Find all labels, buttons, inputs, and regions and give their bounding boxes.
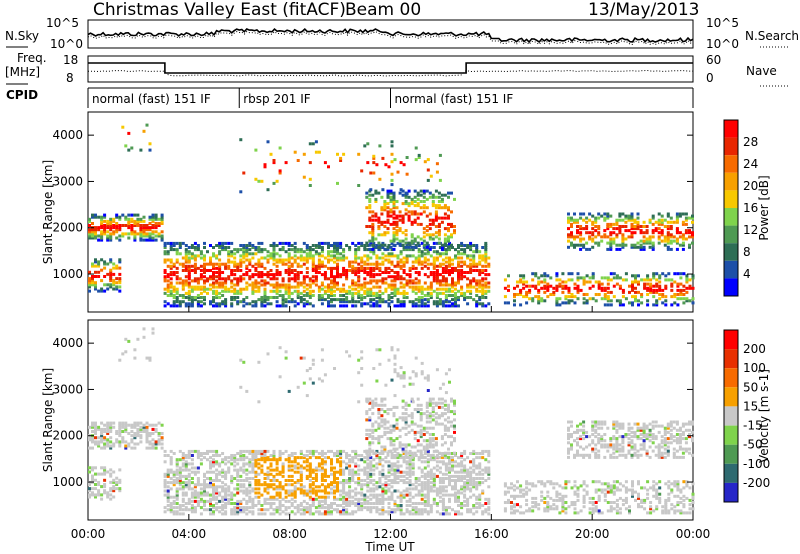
y-tick-label: 4000 [52,336,83,350]
noise-tick-high-right: 10^5 [706,16,739,30]
y-tick-label: 3000 [52,174,83,188]
colorbar-swatch [724,260,738,279]
colorbar-swatch [724,137,738,156]
freq-trace [88,62,693,74]
cpid-strip: normal (fast) 151 IF rbsp 201 IF normal (f… [87,87,694,108]
colorbar-swatch [724,425,738,445]
colorbar-swatch [724,225,738,244]
velocity-cells [88,327,695,516]
noise-tick-low-left: 10^0 [50,37,83,51]
date-label: 13/May/2013 [588,0,700,20]
colorbar-tick-label: 20 [743,179,758,193]
noise-tick-high-left: 10^5 [46,16,79,30]
colorbar-tick-label: 50 [743,380,758,394]
nave-tick-low: 0 [706,71,714,85]
colorbar-swatch [724,120,738,138]
x-tick-label: 12:00 [373,527,408,541]
noise-strip [87,19,694,49]
colorbar-swatch [724,444,738,464]
colorbar-swatch [724,330,738,350]
x-tick-label: 00:00 [71,527,106,541]
noise-tick-low-right: 10^0 [706,37,739,51]
beam-label: Beam 00 [345,0,421,20]
x-tick-label: 20:00 [575,527,610,541]
colorbar-swatch [724,190,738,208]
nsky-label: N.Sky [5,29,39,43]
colorbar-swatch [724,406,738,426]
colorbar-tick-label: 100 [743,361,766,375]
colorbar-swatch [724,387,738,407]
colorbar-tick-label: 16 [743,201,758,215]
colorbar-tick-label: 12 [743,223,758,237]
colorbar-swatch [724,208,738,226]
colorbar-tick-label: -100 [743,457,770,471]
colorbar-swatch [724,482,738,502]
colorbar-tick-label: -15 [743,419,763,433]
colorbar-tick-label: 8 [743,245,751,259]
cpid-segment-label: rbsp 201 IF [243,92,310,106]
colorbar-swatch [724,278,738,296]
colorbar-label: Power [dB] [757,175,771,240]
colorbar-swatch [724,368,738,388]
colorbar-swatch [724,243,738,261]
y-axis-label: Slant Range [km] [41,368,55,472]
y-tick-label: 1000 [52,267,83,281]
velocity-panel: 1000 2000 3000 4000 Slant Range [km] [41,319,695,521]
nave-tick-high: 60 [706,53,721,67]
colorbar-tick-label: -200 [743,476,770,490]
freq-strip [87,55,694,83]
y-tick-label: 1000 [52,475,83,489]
nsky-trace [87,27,694,44]
y-tick-label: 3000 [52,382,83,396]
colorbar-tick-label: -50 [743,438,763,452]
velocity-colorbar: 200 100 50 15 -15 -50 -100 -200 Velocity [m s-1] [723,329,771,503]
nsearch-label: N.Search [745,29,799,43]
nave-trace [87,69,693,77]
colorbar-swatch [724,463,738,483]
colorbar-swatch [724,172,738,191]
colorbar-tick-label: 24 [743,157,758,171]
x-tick-label: 04:00 [172,527,207,541]
nsearch-trace [87,30,694,46]
colorbar-tick-label: 4 [743,267,751,281]
freq-label: Freq. [17,51,47,65]
colorbar-tick-label: 15 [743,399,758,413]
y-tick-label: 2000 [52,221,83,235]
cpid-segment-label: normal (fast) 151 IF [92,92,211,106]
freq-unit-label: [MHz] [5,65,40,79]
colorbar-swatch [724,155,738,173]
colorbar-label: Velocity [m s-1] [757,369,771,463]
y-tick-label: 2000 [52,429,83,443]
power-colorbar: 4 8 12 16 20 24 28 Power [dB] [723,119,771,297]
freq-tick-high: 18 [63,53,78,67]
time-axis: 00:00 04:00 08:00 12:00 16:00 20:00 00:00 [71,527,711,541]
colorbar-tick-label: 200 [743,342,766,356]
y-axis-label: Slant Range [km] [41,160,55,264]
nave-label: Nave [746,64,777,78]
x-tick-label: 00:00 [676,527,711,541]
freq-tick-low: 8 [66,71,74,85]
cpid-label: CPID [6,88,38,102]
station-title: Christmas Valley East (fitACF) [93,0,346,20]
power-cells [88,123,695,308]
power-panel: 1000 2000 3000 4000 Slant Range [km] [41,111,695,313]
colorbar-tick-label: 28 [743,135,758,149]
x-tick-label: 08:00 [272,527,307,541]
time-axis-label: Time UT [364,540,415,554]
cpid-segment-label: normal (fast) 151 IF [395,92,514,106]
colorbar-swatch [724,349,738,369]
x-tick-label: 16:00 [474,527,509,541]
y-tick-label: 4000 [52,128,83,142]
